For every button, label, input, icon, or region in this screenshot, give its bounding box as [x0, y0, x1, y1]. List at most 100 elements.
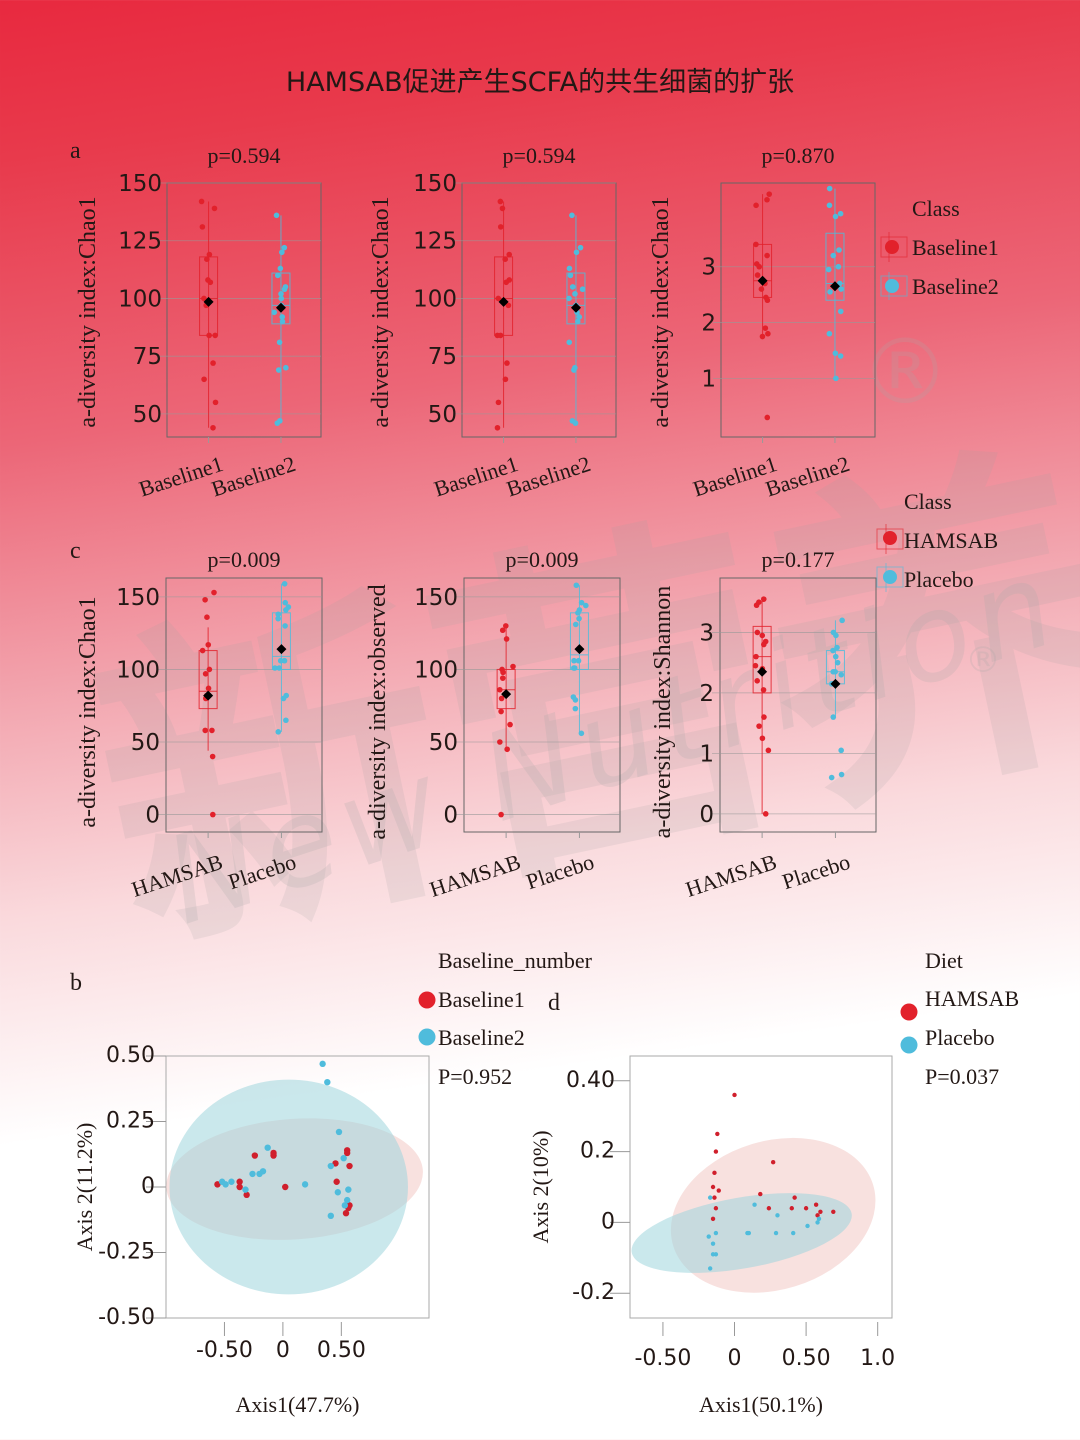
data-point	[760, 687, 767, 693]
data-point	[775, 1213, 780, 1218]
y-tick-label: 1	[699, 741, 714, 767]
data-point	[813, 1202, 819, 1207]
data-point	[572, 291, 578, 297]
data-point	[576, 615, 582, 622]
mean-marker	[757, 666, 768, 677]
y-tick-label: -0.50	[98, 1305, 155, 1330]
data-point	[576, 314, 583, 320]
data-point	[199, 224, 206, 230]
data-point	[498, 695, 505, 702]
data-point	[275, 615, 281, 622]
data-point	[259, 1168, 267, 1175]
legend-item-hamsab: HAMSAB	[876, 524, 998, 554]
data-point	[579, 286, 586, 293]
data-point	[566, 295, 572, 302]
data-point	[497, 198, 504, 205]
data-point	[281, 657, 288, 664]
data-point	[202, 670, 209, 677]
data-point	[792, 1195, 797, 1200]
legend-class-c: Class HAMSAB Placebo	[876, 489, 998, 592]
series-baseline1	[753, 191, 773, 421]
y-tick-label: 150	[116, 585, 160, 611]
data-point	[833, 375, 839, 382]
data-point	[773, 1230, 779, 1236]
data-point	[242, 1186, 249, 1193]
data-point	[324, 1079, 331, 1086]
data-point	[275, 367, 282, 373]
data-point	[507, 721, 513, 728]
data-point	[279, 249, 285, 256]
data-point	[341, 1202, 349, 1209]
boxplot-c3: 0 1 2 3 p=0.177 a-diversity index:ShannonHAMS…	[650, 547, 877, 902]
data-point	[504, 746, 510, 753]
data-point	[334, 1189, 342, 1196]
y-axis-label: Axis 2(11.2%)	[72, 1123, 97, 1252]
data-point	[210, 424, 216, 431]
data-point	[282, 599, 289, 606]
data-point	[497, 739, 503, 745]
series-baseline2	[218, 1060, 352, 1220]
data-point	[498, 708, 504, 715]
x-tick-label: 0	[276, 1338, 290, 1363]
series-hamsab	[198, 589, 218, 818]
y-tick-label: 100	[118, 286, 162, 312]
data-point	[202, 727, 209, 734]
panel-label-b: b	[70, 970, 82, 996]
figure-title: HAMSAB促进产生SCFA的共生细菌的扩张	[285, 67, 795, 98]
data-point	[282, 623, 288, 629]
data-point	[833, 632, 839, 639]
p-value-title: p=0.009	[506, 547, 579, 572]
data-point	[826, 202, 833, 209]
series-baseline2	[566, 212, 586, 426]
series-baseline2	[271, 212, 291, 426]
y-tick-label: 2	[699, 681, 714, 707]
data-point	[503, 636, 510, 642]
y-tick-label: 0	[145, 803, 160, 829]
data-point	[764, 414, 771, 421]
data-point	[571, 367, 577, 373]
x-tick-label: HAMSAB	[426, 849, 523, 902]
data-point	[825, 266, 832, 273]
y-tick-label: -0.25	[98, 1240, 155, 1265]
data-point	[766, 191, 773, 197]
data-point	[752, 662, 759, 669]
x-tick-label: Placebo	[225, 849, 299, 894]
data-point	[753, 653, 759, 660]
data-point	[754, 629, 761, 636]
data-point	[791, 1230, 796, 1236]
legend-pcoa-d: Diet HAMSAB Placebo P=0.037	[900, 948, 1019, 1089]
p-value-title: p=0.870	[762, 143, 835, 168]
data-point	[761, 641, 767, 648]
data-point	[327, 1162, 335, 1170]
data-point	[505, 302, 512, 309]
data-point	[770, 1160, 776, 1165]
y-tick-label: 125	[118, 229, 162, 255]
legend-item-placebo: Placebo	[876, 563, 974, 592]
legend-label-placebo: Placebo	[925, 1025, 995, 1050]
data-point	[569, 284, 576, 290]
data-point	[502, 256, 509, 263]
data-point	[713, 1206, 719, 1211]
data-point	[236, 1178, 243, 1185]
data-point	[832, 350, 839, 357]
data-point	[764, 297, 771, 304]
p-value-title: p=0.009	[208, 547, 281, 572]
data-point	[210, 360, 216, 366]
y-tick-label: -0.2	[572, 1280, 615, 1305]
data-point	[327, 1212, 335, 1220]
y-tick-label: 0.2	[580, 1139, 615, 1164]
mean-marker	[570, 302, 581, 313]
data-point	[270, 1152, 277, 1159]
legend-label: HAMSAB	[904, 528, 998, 553]
data-point	[572, 705, 579, 712]
data-point	[710, 1216, 716, 1222]
data-point	[209, 753, 216, 760]
data-point	[206, 666, 213, 673]
data-point	[199, 647, 206, 654]
y-tick-label: 0	[443, 803, 458, 829]
data-point	[198, 198, 205, 205]
y-tick-label: 3	[701, 255, 716, 281]
data-point	[583, 602, 589, 609]
data-point	[279, 318, 286, 325]
